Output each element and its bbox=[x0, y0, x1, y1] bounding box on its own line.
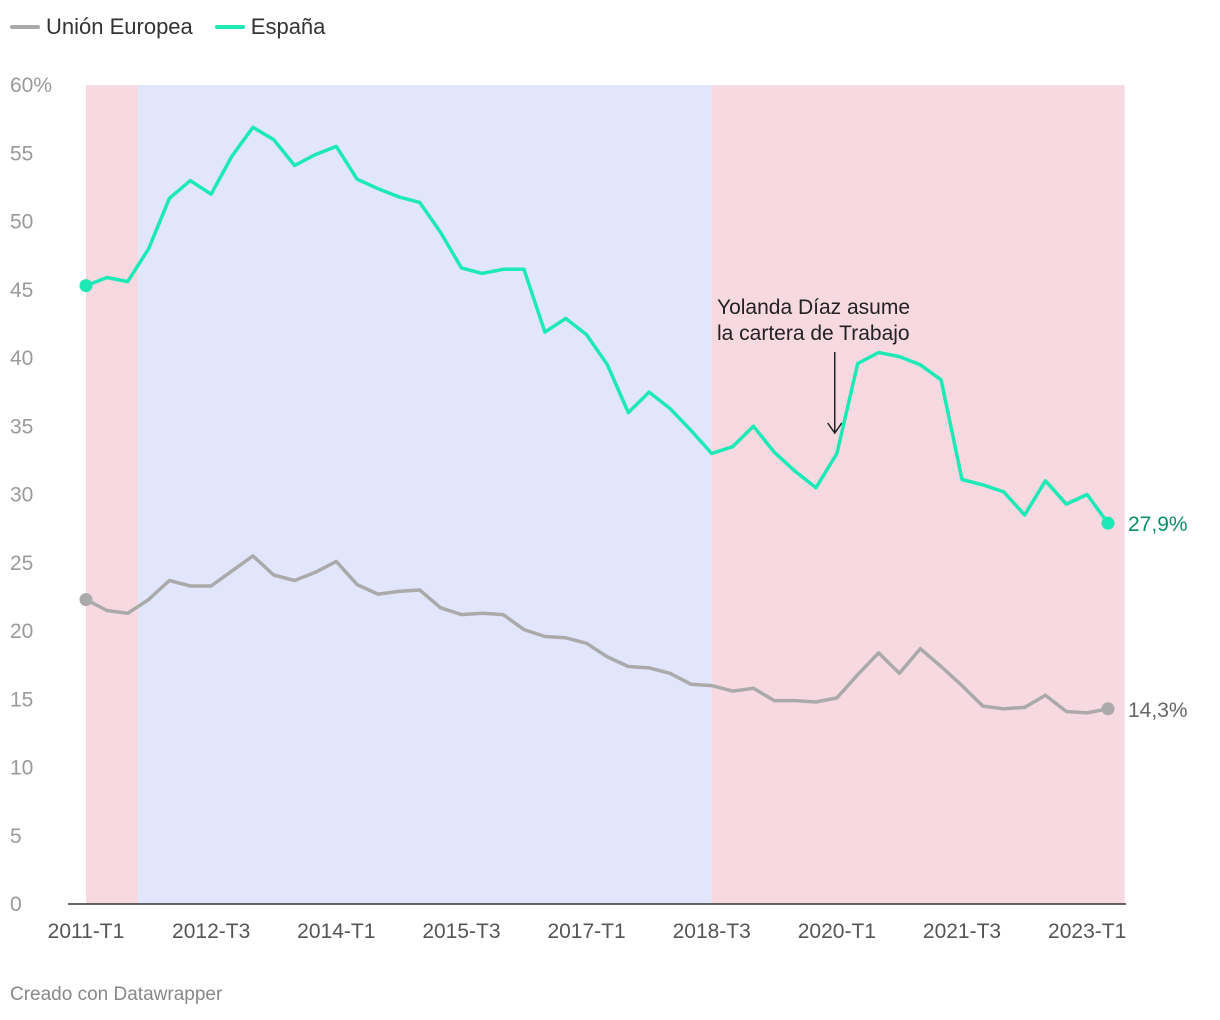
y-tick-label: 5 bbox=[10, 825, 22, 848]
x-tick-label: 2020-T1 bbox=[798, 920, 876, 943]
x-axis: 2011-T1 2012-T3 2014-T1 2015-T3 2017-T1 2018-… bbox=[48, 903, 1126, 943]
background-bands bbox=[86, 85, 1125, 904]
series-line-0 bbox=[84, 554, 1110, 715]
y-tick-label: 25 bbox=[10, 552, 33, 575]
y-tick-label: 20 bbox=[10, 620, 33, 643]
series-end-point-0 bbox=[1101, 702, 1115, 716]
x-tick-label: 2023-T1 bbox=[1048, 920, 1126, 943]
annotation-text-line: la cartera de Trabajo bbox=[717, 322, 910, 345]
y-tick-label: 50 bbox=[10, 211, 33, 234]
x-tick-label: 2018-T3 bbox=[673, 920, 751, 943]
legend-item-ue[interactable]: Unión Europea bbox=[10, 14, 193, 40]
legend-swatch-espana bbox=[214, 25, 245, 29]
x-tick-label: 2014-T1 bbox=[297, 920, 375, 943]
y-tick-label: 10 bbox=[10, 757, 33, 780]
line-chart: 0 5 10 15 20 25 30 35 40 45 50 55 60% 2011-T1 2012-T3… bbox=[10, 74, 1188, 943]
y-tick-label: 45 bbox=[10, 279, 33, 302]
legend: Unión Europea España bbox=[10, 14, 325, 40]
legend-label-espana: España bbox=[250, 14, 326, 39]
y-axis: 0 5 10 15 20 25 30 35 40 45 50 55 60% bbox=[10, 74, 52, 916]
y-tick-label: 0 bbox=[10, 893, 22, 916]
legend-swatch-ue bbox=[10, 25, 40, 29]
series-end-point-1 bbox=[1101, 516, 1115, 530]
annotation: Yolanda Díaz asume la cartera de Trabajo bbox=[717, 296, 910, 435]
y-tick-label: 35 bbox=[10, 415, 33, 438]
x-tick-label: 2017-T1 bbox=[547, 920, 625, 943]
series-start-point-0 bbox=[79, 593, 93, 607]
annotation-arrow-head bbox=[827, 422, 843, 435]
y-tick-label: 30 bbox=[10, 484, 33, 507]
background-band-0 bbox=[86, 85, 139, 904]
x-tick-label: 2012-T3 bbox=[172, 920, 250, 943]
series-end-label-0: 14,3% bbox=[1128, 699, 1188, 722]
y-tick-label: 60% bbox=[10, 74, 52, 97]
background-band-1 bbox=[138, 85, 712, 904]
y-tick-label: 15 bbox=[10, 688, 33, 711]
series-start-point-1 bbox=[79, 279, 93, 293]
x-tick-label: 2011-T1 bbox=[48, 920, 125, 943]
background-band-2 bbox=[711, 85, 1125, 904]
series-lines: 14,3% 27,9% bbox=[79, 125, 1188, 722]
series-line-1 bbox=[84, 125, 1110, 525]
y-tick-label: 55 bbox=[10, 142, 33, 165]
footer-credit: Creado con Datawrapper bbox=[10, 984, 223, 1005]
legend-label-ue: Unión Europea bbox=[46, 14, 193, 39]
x-tick-label: 2015-T3 bbox=[422, 920, 500, 943]
legend-item-espana[interactable]: España bbox=[214, 14, 326, 40]
series-end-label-1: 27,9% bbox=[1128, 513, 1188, 536]
x-tick-label: 2021-T3 bbox=[923, 920, 1001, 943]
y-tick-label: 40 bbox=[10, 347, 33, 370]
annotation-text-line: Yolanda Díaz asume bbox=[717, 296, 910, 319]
